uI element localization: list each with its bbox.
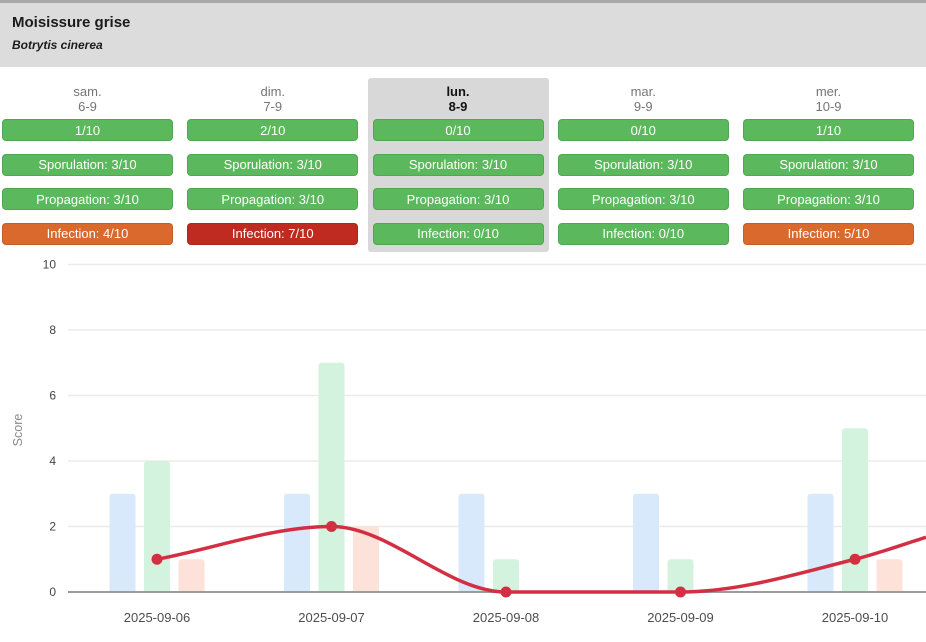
propagation-badge: Propagation: 3/10 [187, 188, 359, 210]
propagation-badge: Propagation: 3/10 [557, 188, 729, 210]
day-score-badge: 0/10 [557, 119, 729, 141]
bars-red-bar [876, 559, 903, 593]
day-header: lun. 8-9 [446, 84, 470, 114]
score-chart-svg: 0 2 4 6 8 10 Score 2025-09-06 2025-09-07 2025-09-… [11, 258, 926, 625]
page-title: Moisissure grise [12, 14, 131, 31]
day-score-badge: 1/10 [743, 119, 914, 141]
infection-badge: Infection: 0/10 [372, 222, 544, 245]
y-axis-label: Score [11, 414, 25, 447]
sporulation-badge: Sporulation: 3/10 [187, 153, 359, 176]
x-date-label: 2025-09-08 [473, 610, 540, 625]
disease-panel-header: Moisissure grise Botrytis cinerea [0, 0, 926, 67]
day-header: mar. 9-9 [630, 84, 656, 114]
x-date-label: 2025-09-10 [822, 610, 889, 625]
page-subtitle: Botrytis cinerea [12, 38, 103, 52]
bars-blue-bar [807, 493, 834, 593]
sporulation-badge: Sporulation: 3/10 [2, 153, 173, 176]
infection-badge: Infection: 4/10 [2, 222, 173, 245]
day-score-badge: 2/10 [187, 119, 359, 141]
sporulation-badge: Sporulation: 3/10 [557, 153, 729, 176]
propagation-badge: Propagation: 3/10 [2, 188, 173, 210]
sporulation-badge: Sporulation: 3/10 [372, 153, 544, 176]
score-line-point [151, 553, 163, 565]
score-line-point [675, 586, 686, 598]
y-tick-label: 0 [49, 585, 56, 599]
bars-blue-bar [633, 493, 659, 593]
bars-green-bar [667, 559, 694, 593]
x-date-label: 2025-09-06 [124, 610, 191, 625]
propagation-badge: Propagation: 3/10 [372, 188, 544, 210]
day-forecast-row: sam. 6-9 1/10 Sporulation: 3/10 Propagation:… [0, 78, 926, 254]
infection-badge: Infection: 7/10 [187, 222, 359, 245]
sporulation-badge: Sporulation: 3/10 [743, 153, 914, 176]
day-column-sam[interactable]: sam. 6-9 1/10 Sporulation: 3/10 Propagation:… [0, 78, 178, 252]
day-score-badge: 0/10 [372, 119, 544, 141]
infection-badge: Infection: 0/10 [557, 222, 729, 245]
bars-red-bar [353, 526, 379, 593]
propagation-badge: Propagation: 3/10 [743, 188, 914, 210]
x-date-label: 2025-09-07 [298, 610, 365, 625]
day-column-mar[interactable]: mar. 9-9 0/10 Sporulation: 3/10 Propagation:… [553, 78, 734, 252]
day-header: sam. 6-9 [73, 84, 102, 114]
bars-blue-bar [109, 493, 136, 593]
score-chart: 0 2 4 6 8 10 Score 2025-09-06 2025-09-07 2025-09-… [0, 252, 926, 637]
day-column-mer[interactable]: mer. 10-9 1/10 Sporulation: 3/10 Propagation… [738, 78, 919, 252]
day-column-lun[interactable]: lun. 8-9 0/10 Sporulation: 3/10 Propagation:… [367, 78, 549, 252]
y-tick-label: 6 [49, 389, 56, 403]
y-tick-label: 2 [49, 520, 56, 534]
y-tick-label: 4 [49, 454, 56, 468]
day-score-badge: 1/10 [2, 119, 173, 141]
x-date-label: 2025-09-09 [647, 610, 714, 625]
day-header: dim. 7-9 [260, 84, 286, 114]
bars-green-bar [842, 428, 868, 593]
day-header: mer. 10-9 [815, 84, 842, 114]
day-column-dim[interactable]: dim. 7-9 2/10 Sporulation: 3/10 Propagation:… [182, 78, 363, 252]
y-tick-label: 10 [43, 258, 57, 272]
score-line-point [849, 553, 861, 565]
y-tick-label: 8 [49, 323, 56, 337]
score-line-path [156, 524, 926, 594]
bars-green-bar [144, 461, 170, 593]
bars-green-bar [318, 362, 345, 593]
score-line-point [326, 521, 337, 532]
score-line-point [500, 586, 512, 598]
bars-blue-bar [458, 493, 485, 593]
bars-green-bar [493, 559, 519, 593]
infection-badge: Infection: 5/10 [743, 222, 914, 245]
bars-blue-bar [284, 493, 310, 593]
bars-red-bar [178, 559, 205, 593]
